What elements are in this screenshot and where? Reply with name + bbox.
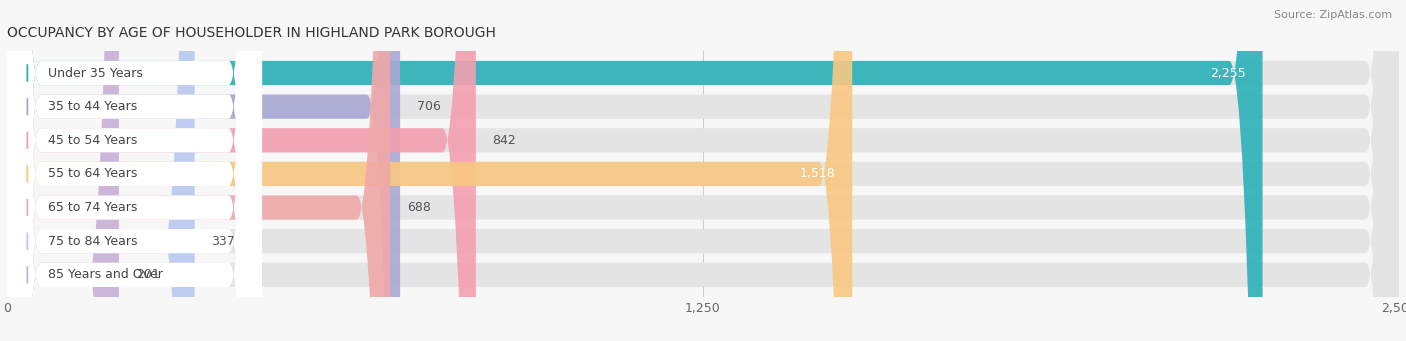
Text: 75 to 84 Years: 75 to 84 Years: [48, 235, 138, 248]
FancyBboxPatch shape: [7, 0, 389, 341]
FancyBboxPatch shape: [7, 0, 262, 341]
FancyBboxPatch shape: [7, 0, 262, 341]
FancyBboxPatch shape: [7, 0, 852, 341]
FancyBboxPatch shape: [7, 0, 1263, 341]
Text: 1,518: 1,518: [800, 167, 835, 180]
Text: 842: 842: [492, 134, 516, 147]
Text: 35 to 44 Years: 35 to 44 Years: [48, 100, 136, 113]
Text: 201: 201: [135, 268, 159, 281]
Text: 55 to 64 Years: 55 to 64 Years: [48, 167, 138, 180]
FancyBboxPatch shape: [7, 0, 262, 341]
Text: OCCUPANCY BY AGE OF HOUSEHOLDER IN HIGHLAND PARK BOROUGH: OCCUPANCY BY AGE OF HOUSEHOLDER IN HIGHL…: [7, 26, 496, 40]
FancyBboxPatch shape: [7, 0, 1399, 341]
FancyBboxPatch shape: [7, 0, 1399, 341]
Text: 65 to 74 Years: 65 to 74 Years: [48, 201, 138, 214]
Text: 688: 688: [406, 201, 430, 214]
FancyBboxPatch shape: [7, 0, 1399, 341]
Text: Source: ZipAtlas.com: Source: ZipAtlas.com: [1274, 10, 1392, 20]
FancyBboxPatch shape: [7, 0, 1399, 341]
FancyBboxPatch shape: [7, 0, 262, 341]
Text: 2,255: 2,255: [1211, 66, 1246, 79]
FancyBboxPatch shape: [7, 0, 1399, 341]
FancyBboxPatch shape: [7, 0, 475, 341]
Text: 85 Years and Over: 85 Years and Over: [48, 268, 163, 281]
FancyBboxPatch shape: [7, 0, 262, 341]
Text: 337: 337: [211, 235, 235, 248]
FancyBboxPatch shape: [7, 0, 1399, 341]
FancyBboxPatch shape: [7, 0, 1399, 341]
FancyBboxPatch shape: [7, 0, 262, 341]
Text: Under 35 Years: Under 35 Years: [48, 66, 142, 79]
FancyBboxPatch shape: [7, 0, 120, 341]
FancyBboxPatch shape: [7, 0, 262, 341]
FancyBboxPatch shape: [7, 0, 401, 341]
FancyBboxPatch shape: [7, 0, 194, 341]
Text: 706: 706: [416, 100, 440, 113]
Text: 45 to 54 Years: 45 to 54 Years: [48, 134, 138, 147]
